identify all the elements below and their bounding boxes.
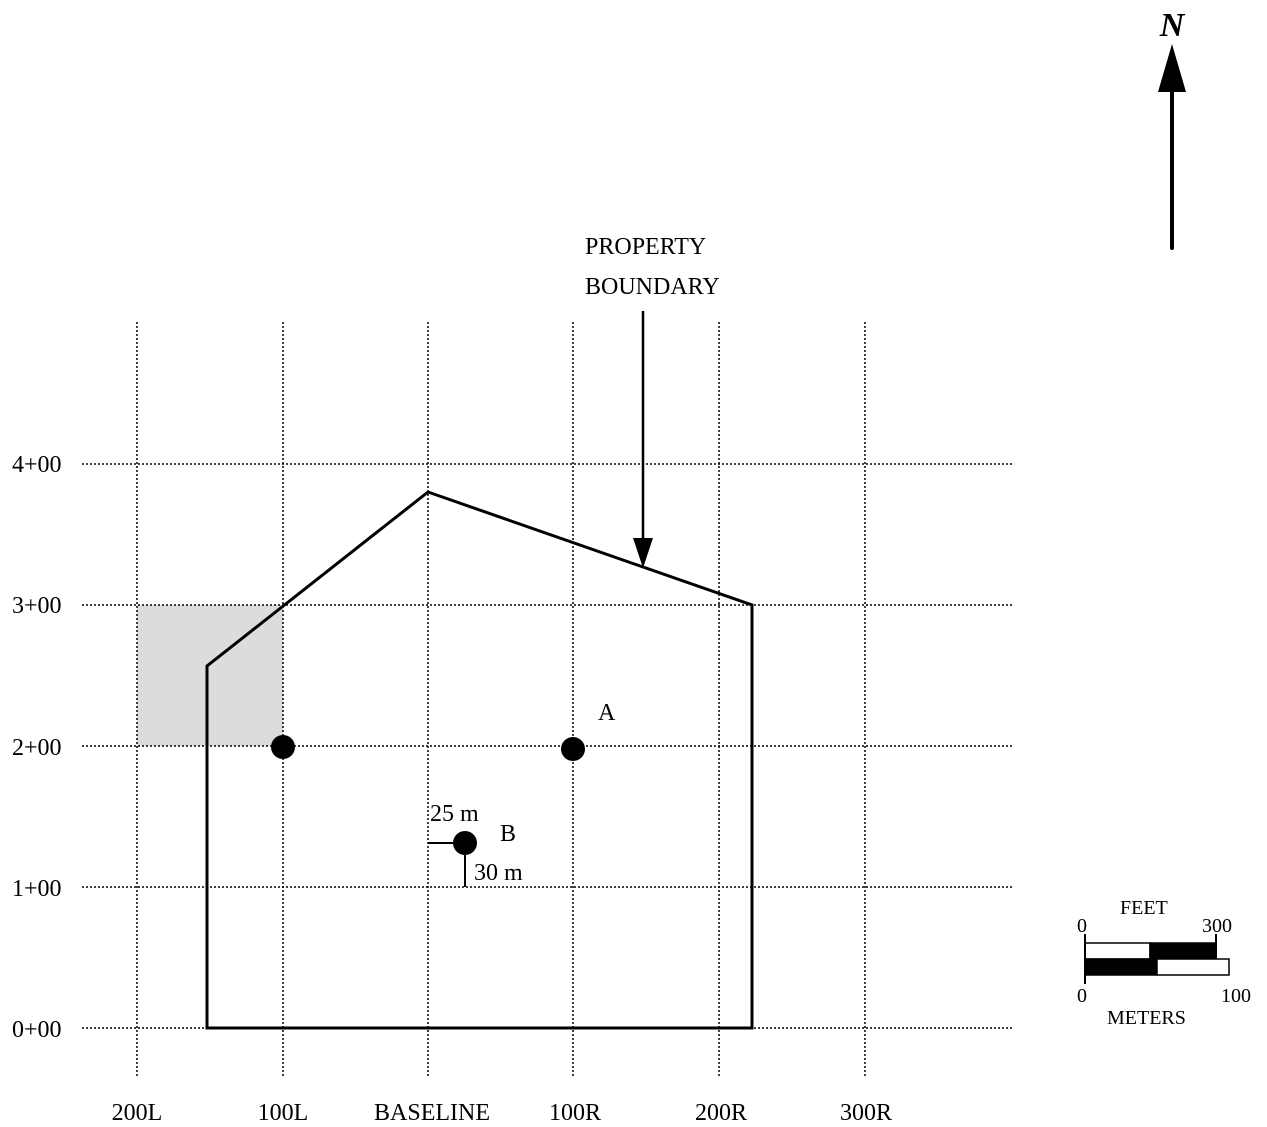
scale-feet-max: 300 bbox=[1202, 915, 1232, 937]
x-tick-label: 200L bbox=[112, 1100, 163, 1126]
x-axis-labels: 200L 100L BASELINE 100R 200R 300R bbox=[112, 1100, 892, 1126]
x-tick-label: BASELINE bbox=[374, 1100, 490, 1126]
north-label: N bbox=[1159, 7, 1186, 44]
property-boundary-label-line2: BOUNDARY bbox=[585, 274, 720, 300]
x-tick-label: 300R bbox=[840, 1100, 892, 1126]
sample-point-100l-200 bbox=[271, 735, 295, 759]
offset-east-label: 25 m bbox=[430, 801, 479, 827]
sample-point-b bbox=[453, 831, 477, 855]
property-boundary-arrow bbox=[633, 311, 653, 568]
point-b-label: B bbox=[500, 821, 516, 847]
x-tick-label: 200R bbox=[695, 1100, 747, 1126]
y-tick-label: 4+00 bbox=[12, 452, 62, 478]
north-arrow-icon bbox=[1158, 44, 1186, 250]
scale-meters-max: 100 bbox=[1221, 985, 1251, 1007]
property-boundary-label-line1: PROPERTY bbox=[585, 234, 706, 260]
x-tick-label: 100L bbox=[258, 1100, 309, 1126]
scale-meters-zero: 0 bbox=[1077, 985, 1087, 1007]
shaded-grid-cell bbox=[137, 605, 283, 746]
scale-bar bbox=[1084, 934, 1230, 984]
y-axis-labels: 4+00 3+00 2+00 1+00 0+00 bbox=[12, 452, 62, 1043]
scale-feet-label: FEET bbox=[1120, 897, 1168, 919]
y-tick-label: 2+00 bbox=[12, 735, 62, 761]
y-tick-label: 0+00 bbox=[12, 1017, 62, 1043]
y-tick-label: 1+00 bbox=[12, 876, 62, 902]
x-tick-label: 100R bbox=[549, 1100, 601, 1126]
vertical-grid-lines bbox=[136, 322, 866, 1078]
y-tick-label: 3+00 bbox=[12, 593, 62, 619]
property-boundary bbox=[205, 490, 754, 1030]
point-a-label: A bbox=[598, 700, 616, 726]
sample-point-a bbox=[561, 737, 585, 761]
offset-north-label: 30 m bbox=[474, 860, 523, 886]
scale-feet-zero: 0 bbox=[1077, 915, 1087, 937]
scale-meters-label: METERS bbox=[1107, 1007, 1186, 1029]
